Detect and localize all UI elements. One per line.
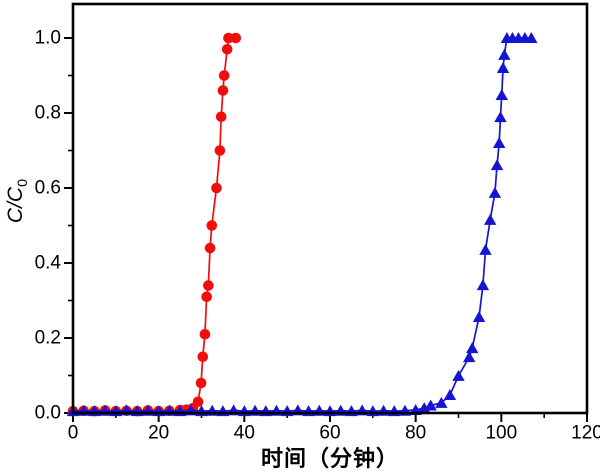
- data-point-red-circles: [199, 328, 211, 340]
- y-tick-label: 0.2: [35, 328, 61, 349]
- data-point-blue-triangles: [472, 311, 486, 323]
- data-point-red-circles: [201, 291, 212, 303]
- x-tick-label: 80: [405, 423, 426, 444]
- data-point-blue-triangles: [496, 62, 510, 74]
- data-point-blue-triangles: [498, 48, 511, 60]
- data-point-red-circles: [197, 351, 209, 363]
- data-point-blue-triangles: [452, 369, 465, 381]
- data-point-red-circles: [211, 182, 222, 194]
- data-point-red-circles: [206, 220, 218, 231]
- data-point-blue-triangles: [525, 32, 538, 44]
- data-point-blue-triangles: [466, 342, 479, 354]
- y-tick-label: 0.8: [35, 103, 61, 124]
- data-point-red-circles: [195, 377, 207, 389]
- data-point-red-circles: [218, 70, 230, 81]
- x-tick-label: 120: [571, 423, 600, 444]
- data-point-blue-triangles: [479, 243, 492, 255]
- data-point-red-circles: [215, 111, 227, 123]
- x-tick-label: 0: [68, 423, 79, 444]
- y-axis-label: C/C0: [4, 141, 32, 261]
- data-point-red-circles: [230, 32, 242, 44]
- x-tick-label: 40: [234, 423, 255, 444]
- y-axis-label-base: C/C: [4, 186, 27, 224]
- data-point-blue-triangles: [488, 186, 502, 198]
- data-point-blue-triangles: [435, 396, 448, 408]
- data-point-blue-triangles: [483, 213, 497, 225]
- data-point-red-circles: [203, 280, 214, 291]
- x-tick-label: 100: [485, 423, 517, 444]
- data-point-red-circles: [217, 85, 229, 96]
- data-point-red-circles: [204, 242, 216, 254]
- data-point-blue-triangles: [424, 399, 437, 411]
- data-point-blue-triangles: [495, 89, 508, 101]
- x-tick-label: 60: [319, 423, 340, 444]
- data-point-blue-triangles: [476, 279, 490, 291]
- y-tick-label: 0.6: [35, 178, 61, 199]
- x-axis-label: 时间（分钟）: [260, 447, 399, 472]
- data-point-red-circles: [192, 396, 204, 408]
- y-tick-label: 0.4: [35, 253, 62, 274]
- data-point-red-circles: [223, 32, 234, 44]
- series-line-blue-triangles: [72, 37, 532, 412]
- y-tick-label: 1.0: [35, 28, 61, 49]
- data-point-red-circles: [214, 145, 226, 156]
- data-point-blue-triangles: [492, 137, 506, 149]
- data-point-blue-triangles: [463, 351, 476, 363]
- x-tick-label: 20: [148, 423, 169, 444]
- data-point-blue-triangles: [490, 159, 504, 171]
- y-axis-label-subscript: 0: [15, 178, 32, 187]
- y-tick-label: 0.0: [35, 403, 61, 424]
- data-point-blue-triangles: [443, 389, 457, 401]
- plot-frame: [71, 2, 589, 415]
- data-point-red-circles: [221, 43, 233, 55]
- data-point-blue-triangles: [494, 111, 507, 123]
